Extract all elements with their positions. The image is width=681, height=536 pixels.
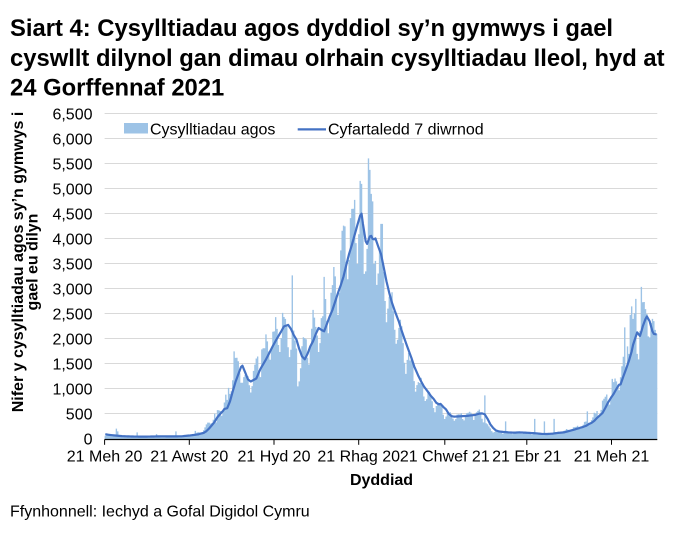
- svg-text:3,500: 3,500: [52, 256, 92, 273]
- svg-text:21 Hyd 20: 21 Hyd 20: [238, 449, 311, 466]
- svg-text:21 Awst 20: 21 Awst 20: [150, 449, 228, 466]
- svg-text:1,500: 1,500: [52, 356, 92, 373]
- svg-text:Cyfartaledd 7 diwrnod: Cyfartaledd 7 diwrnod: [328, 122, 484, 139]
- svg-text:24 Gorffennaf 2021: 24 Gorffennaf 2021: [10, 75, 224, 102]
- svg-text:4,000: 4,000: [52, 231, 92, 248]
- svg-text:2,000: 2,000: [52, 331, 92, 348]
- svg-text:5,500: 5,500: [52, 156, 92, 173]
- svg-text:Cysylltiadau agos: Cysylltiadau agos: [150, 122, 275, 139]
- svg-text:2,500: 2,500: [52, 306, 92, 323]
- svg-text:21 Ebr 21: 21 Ebr 21: [492, 449, 561, 466]
- svg-text:Ffynhonnell: Iechyd a Gofal Di: Ffynhonnell: Iechyd a Gofal Digidol Cymr…: [10, 504, 310, 521]
- svg-text:6,000: 6,000: [52, 131, 92, 148]
- svg-text:5,000: 5,000: [52, 181, 92, 198]
- svg-text:21 Meh 20: 21 Meh 20: [67, 449, 143, 466]
- svg-text:1,000: 1,000: [52, 381, 92, 398]
- svg-text:Siart 4: Cysylltiadau agos dyd: Siart 4: Cysylltiadau agos dyddiol sy’n …: [10, 15, 613, 42]
- svg-text:Nifer y cysylltiadau agos sy’n: Nifer y cysylltiadau agos sy’n gymwys i: [10, 112, 27, 413]
- svg-text:4,500: 4,500: [52, 206, 92, 223]
- svg-text:cyswllt dilynol gan dimau olrh: cyswllt dilynol gan dimau olrhain cysyll…: [10, 45, 665, 72]
- svg-text:3,000: 3,000: [52, 281, 92, 298]
- svg-text:21 Chwef 21: 21 Chwef 21: [400, 449, 490, 466]
- svg-text:Dyddiad: Dyddiad: [350, 472, 413, 489]
- svg-text:6,500: 6,500: [52, 106, 92, 123]
- svg-text:21 Meh 21: 21 Meh 21: [574, 449, 650, 466]
- svg-text:500: 500: [66, 406, 93, 423]
- svg-text:21 Rhag 20: 21 Rhag 20: [317, 449, 400, 466]
- svg-text:gael eu dilyn: gael eu dilyn: [25, 214, 42, 311]
- svg-text:0: 0: [84, 431, 93, 448]
